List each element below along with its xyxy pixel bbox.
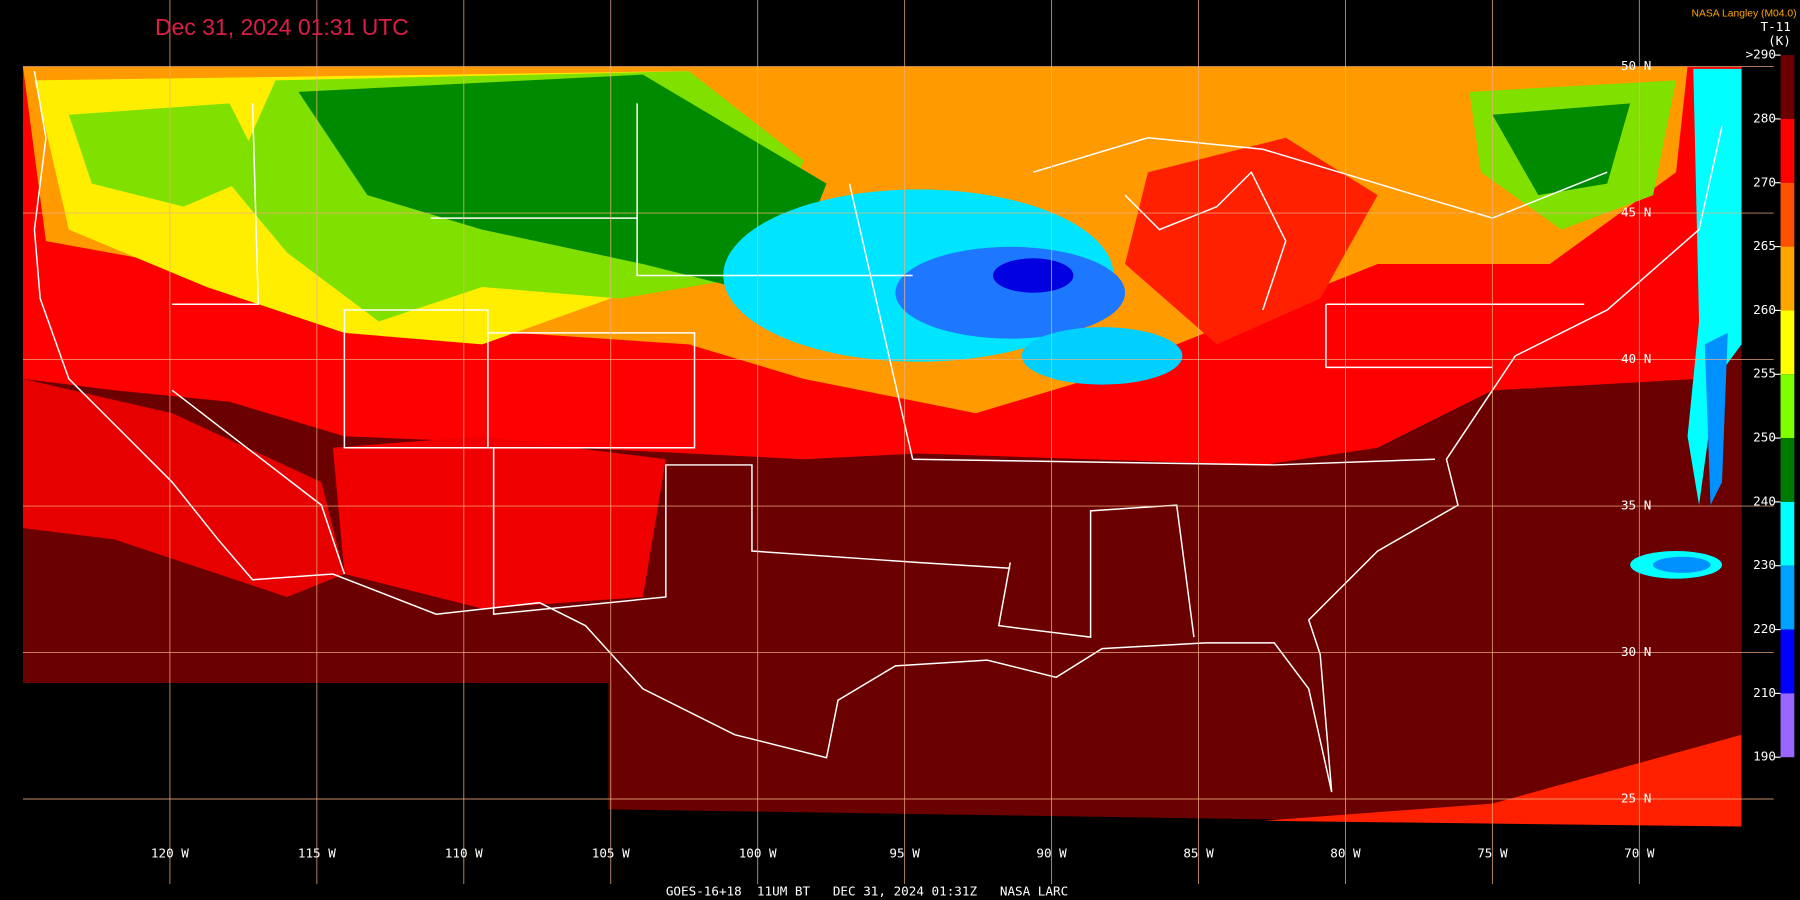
longitude-label: 90 W [1036, 846, 1067, 861]
colorbar-label: 280 [1753, 110, 1776, 125]
footer: GOES-16+18 11UM BT DEC 31, 2024 01:31Z N… [666, 883, 1068, 898]
longitude-label: 110 W [445, 846, 483, 861]
latitude-label: 40 N [1621, 351, 1651, 366]
unit-label: (K) [1768, 33, 1791, 48]
colorbar-label: 265 [1753, 238, 1776, 253]
colorbar-label: 260 [1753, 302, 1776, 317]
longitude-label: 85 W [1183, 846, 1214, 861]
imagery [22, 66, 1742, 827]
colorbar-label: 230 [1753, 557, 1776, 572]
credit: NASA Langley (M04.0) [1692, 9, 1797, 20]
longitude-label: 120 W [151, 846, 189, 861]
colorbar-label: >290 [1746, 47, 1776, 62]
colorbar-label: 240 [1753, 493, 1776, 508]
colorbar-segment [1780, 118, 1795, 183]
colorbar-label: 270 [1753, 174, 1776, 189]
colorbar-segment [1780, 501, 1795, 566]
colorbar: >290 280 270 265 260 255 250 240 230 220 210 190 [1746, 47, 1795, 764]
longitude-label: 80 W [1330, 846, 1361, 861]
colorbar-label: 210 [1753, 685, 1776, 700]
colorbar-segment [1780, 565, 1795, 630]
latitude-label: 30 N [1621, 644, 1651, 659]
colorbar-segment [1780, 693, 1795, 758]
longitude-label: 100 W [739, 846, 777, 861]
latitude-label: 25 N [1621, 791, 1651, 806]
colorbar-label: 220 [1753, 621, 1776, 636]
colorbar-segment [1780, 246, 1795, 311]
colorbar-segment [1780, 374, 1795, 439]
colorbar-label: 255 [1753, 366, 1776, 381]
map-frame: 50 N 45 N 40 N 35 N 30 N 25 N 120 W 115 W 110 W 1… [22, 0, 1797, 898]
coastlines [33, 71, 1723, 793]
product-label: T-11 [1761, 19, 1791, 34]
longitude-label: 115 W [298, 846, 336, 861]
colorbar-segment [1780, 182, 1795, 247]
longitude-label: 75 W [1477, 846, 1508, 861]
colorbar-segment [1780, 629, 1795, 694]
latitude-label: 35 N [1621, 498, 1651, 513]
longitude-label: 70 W [1624, 846, 1655, 861]
colorbar-segment [1780, 310, 1795, 375]
colorbar-segment [1780, 438, 1795, 502]
latitude-label: 45 N [1621, 205, 1651, 220]
colorbar-label: 250 [1753, 430, 1776, 445]
colorbar-segment [1780, 55, 1795, 119]
graticule: 50 N 45 N 40 N 35 N 30 N 25 N 120 W 115 W 110 W 1… [22, 0, 1774, 884]
longitude-label: 105 W [592, 846, 630, 861]
latitude-label: 50 N [1621, 58, 1651, 73]
timestamp-title: Dec 31, 2024 01:31 UTC [155, 14, 409, 40]
longitude-label: 95 W [889, 846, 920, 861]
colorbar-label: 190 [1753, 749, 1776, 764]
